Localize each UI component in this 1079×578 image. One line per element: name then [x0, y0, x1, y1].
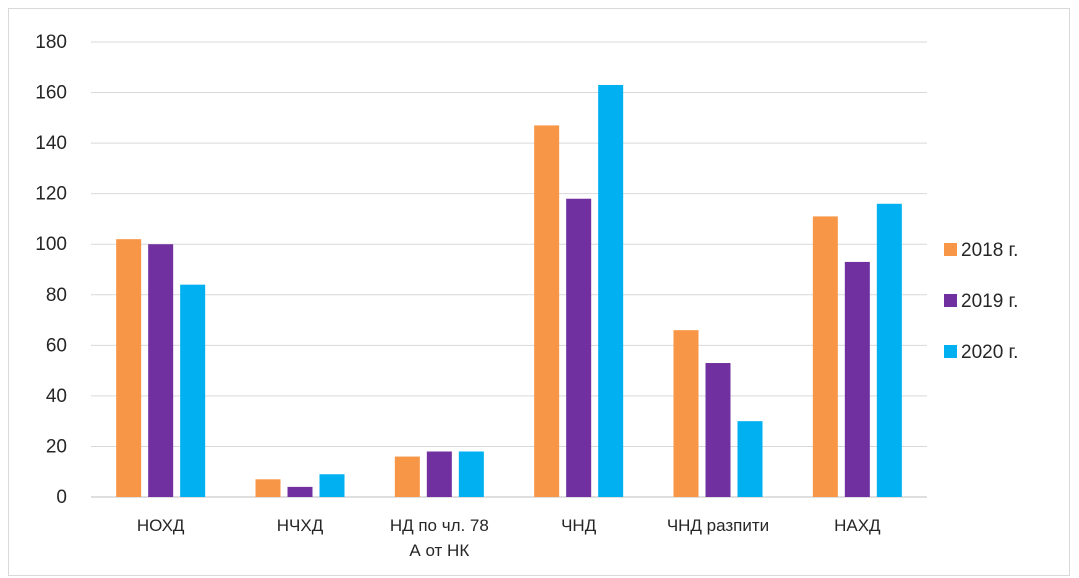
legend-label: 2019 г.	[961, 291, 1018, 312]
x-category-label-line: ЧНД	[561, 516, 597, 535]
bar	[876, 203, 902, 497]
x-category-label: НД по чл. 78 А от НК	[390, 516, 489, 560]
bar	[705, 363, 731, 497]
legend-label: 2020 г.	[961, 342, 1018, 363]
bar	[180, 284, 206, 497]
legend-label: 2018 г.	[961, 240, 1018, 261]
bar	[458, 451, 484, 497]
x-category-label: ЧНД разпити	[667, 516, 769, 535]
bar	[673, 330, 699, 497]
x-category-label-line: НЧХД	[277, 516, 324, 535]
x-category-label: НЧХД	[277, 516, 324, 535]
y-tick-label: 0	[56, 487, 67, 508]
x-category-label: НОХД	[137, 516, 185, 535]
y-tick-label: 160	[35, 83, 67, 104]
x-category-label-line: ЧНД разпити	[667, 516, 769, 535]
legend-swatch	[944, 243, 957, 256]
bar	[255, 479, 281, 497]
bar	[598, 84, 624, 497]
x-category-label-line: НД по чл. 78	[390, 516, 489, 535]
bars	[116, 84, 902, 498]
legend-swatch	[944, 345, 957, 358]
bar	[319, 474, 345, 497]
y-tick-label: 60	[46, 335, 67, 356]
bar	[148, 244, 174, 497]
x-category-label-line: А от НК	[409, 541, 469, 560]
bar	[116, 239, 142, 497]
bar	[426, 451, 452, 497]
bar-chart: 0 20 40 60 80 100 120 140 160 180 НОХД НЧХД НД по ч…	[35, 32, 1018, 560]
y-tick-label: 20	[46, 436, 67, 457]
x-category-label-line: НОХД	[137, 516, 185, 535]
y-axis-tick-labels: 0 20 40 60 80 100 120 140 160 180	[35, 32, 67, 508]
y-tick-label: 180	[35, 32, 67, 53]
y-tick-label: 100	[35, 234, 67, 255]
chart-frame: 0 20 40 60 80 100 120 140 160 180 НОХД НЧХД НД по ч…	[8, 8, 1070, 576]
y-tick-label: 120	[35, 184, 67, 205]
legend: 2018 г. 2019 г. 2020 г.	[944, 240, 1018, 363]
y-tick-label: 40	[46, 386, 67, 407]
bar	[737, 421, 763, 497]
y-tick-label: 80	[46, 285, 67, 306]
legend-swatch	[944, 294, 957, 307]
gridlines	[91, 41, 927, 498]
bar	[534, 125, 560, 498]
x-category-label: ЧНД	[561, 516, 597, 535]
bar	[394, 456, 420, 497]
bar	[287, 486, 313, 497]
x-category-label: НАХД	[834, 516, 881, 535]
bar	[844, 261, 870, 497]
x-category-label-line: НАХД	[834, 516, 881, 535]
bar	[812, 216, 838, 497]
y-tick-label: 140	[35, 133, 67, 154]
bar	[566, 198, 592, 497]
x-axis-category-labels: НОХД НЧХД НД по чл. 78 А от НК ЧНД ЧНД разпит…	[137, 516, 881, 560]
